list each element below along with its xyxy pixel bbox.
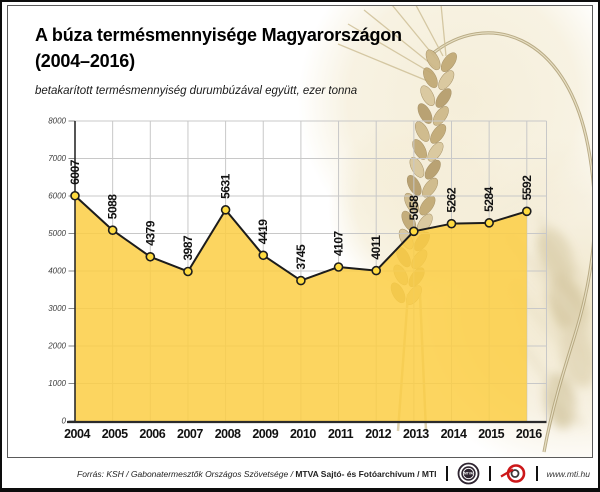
y-axis-label: 3000	[48, 304, 66, 313]
data-point	[70, 190, 80, 201]
wheat-grain	[404, 192, 419, 214]
wheat-grain	[419, 195, 436, 216]
content-box: 0 1000 2000 3000 4000 5000 6000 7000 8000 6007 200…	[7, 5, 593, 458]
y-axis-label: 1000	[48, 379, 66, 388]
wheat-grain	[424, 159, 441, 180]
y-axis-label: 2000	[47, 342, 66, 351]
y-axis-label: 5000	[48, 229, 66, 238]
source-text-regular: Forrás: KSH / Gabonatermesztők Országos …	[77, 468, 296, 479]
data-point	[220, 205, 231, 215]
x-axis-year-label: 2008	[215, 427, 241, 441]
data-value-label: 4107	[332, 230, 346, 256]
x-axis-year-label: 2015	[478, 427, 504, 441]
data-value-label: 5284	[482, 186, 496, 212]
wheat-grain	[423, 67, 438, 89]
mti-logo	[499, 464, 525, 483]
wheat-grain	[435, 88, 452, 108]
data-value-label: 4011	[369, 235, 383, 260]
chart-labels: 0 1000 2000 3000 4000 5000 6000 7000 8000 6007 200…	[47, 117, 543, 441]
wheat-production-chart: 0 1000 2000 3000 4000 5000 6000 7000 8000 6007 200…	[47, 6, 592, 457]
data-point	[409, 226, 419, 237]
x-axis-year-label: 2011	[328, 427, 354, 441]
title-line-1: A búza termésmennyisége Magyarországon	[35, 25, 402, 45]
x-axis-year-label: 2010	[290, 427, 316, 441]
data-value-label: 3987	[181, 235, 195, 261]
data-point	[107, 225, 118, 235]
source-text: Forrás: KSH / Gabonatermesztők Országos …	[77, 469, 436, 479]
chart-axes	[67, 120, 547, 424]
footer-separator	[488, 466, 491, 481]
page-title: A búza termésmennyisége Magyarországon (…	[35, 22, 402, 74]
x-axis-year-label: 2006	[139, 427, 165, 441]
data-point	[484, 218, 494, 228]
title-line-2: (2004–2016)	[35, 51, 135, 71]
x-axis-year-label: 2012	[365, 427, 391, 441]
data-point	[183, 266, 193, 277]
wheat-grain	[417, 103, 433, 124]
data-point	[258, 250, 269, 261]
wheat-grain	[420, 85, 436, 106]
data-point	[296, 275, 306, 286]
data-value-label: 4419	[256, 219, 270, 245]
data-value-label: 5088	[106, 194, 120, 220]
wheat-grain	[438, 70, 455, 90]
data-point	[145, 251, 156, 262]
wheat-grain	[427, 141, 444, 162]
data-point	[371, 265, 382, 276]
y-axis-label: 0	[62, 417, 67, 426]
y-axis-label: 8000	[48, 117, 66, 126]
website-text: www.mti.hu	[546, 468, 590, 479]
mtva-logo: MTVA	[457, 462, 479, 485]
data-value-label: 4379	[143, 220, 157, 246]
data-value-label: 5592	[520, 175, 534, 201]
x-axis-year-label: 2014	[441, 427, 467, 441]
wheat-grain	[425, 49, 441, 71]
data-value-label: 6007	[68, 159, 82, 185]
x-axis-year-label: 2009	[252, 427, 278, 441]
data-value-label: 5262	[445, 187, 459, 213]
y-axis-label: 7000	[48, 154, 66, 163]
wheat-grain	[422, 177, 439, 198]
data-point	[446, 218, 457, 229]
wheat-awns	[337, 6, 447, 83]
data-point	[333, 262, 344, 272]
x-axis-year-label: 2013	[403, 427, 429, 441]
y-axis-label: 6000	[48, 192, 66, 201]
x-axis-year-label: 2004	[64, 427, 90, 441]
footer: Forrás: KSH / Gabonatermesztők Országos …	[2, 460, 598, 487]
x-axis-year-label: 2005	[102, 427, 128, 441]
x-axis-year-label: 2016	[516, 427, 542, 441]
wheat-grain	[414, 121, 430, 142]
data-value-label: 5058	[407, 195, 421, 221]
data-point	[521, 206, 532, 217]
wheat-grain	[430, 124, 447, 144]
area-fill	[75, 195, 527, 421]
data-value-label: 3745	[294, 244, 308, 270]
page-subtitle: betakarított termésmennyiség durumbúzáva…	[35, 85, 358, 97]
source-text-bold: MTVA Sajtó- és Fotóarchívum / MTI	[295, 468, 437, 479]
footer-separator	[535, 466, 538, 481]
y-axis-label: 4000	[48, 267, 66, 276]
footer-separator	[445, 466, 448, 481]
wheat-grain	[412, 139, 427, 160]
wheat-stem	[430, 31, 592, 453]
x-axis-year-label: 2007	[177, 427, 203, 441]
data-value-label: 5631	[219, 173, 233, 199]
wheat-grain	[440, 52, 457, 72]
mtva-logo-text: MTVA	[463, 472, 473, 476]
